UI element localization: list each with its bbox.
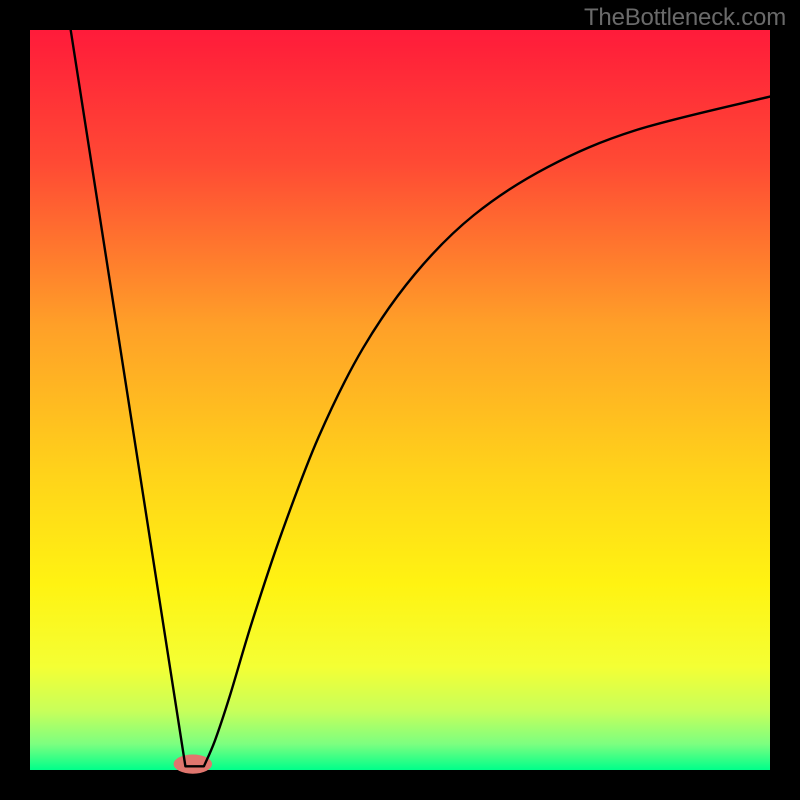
- plot-background: [30, 30, 770, 770]
- minimum-marker: [174, 754, 212, 773]
- chart-container: { "watermark": "TheBottleneck.com", "cha…: [0, 0, 800, 800]
- watermark-text: TheBottleneck.com: [584, 4, 786, 32]
- bottleneck-chart: [0, 0, 800, 800]
